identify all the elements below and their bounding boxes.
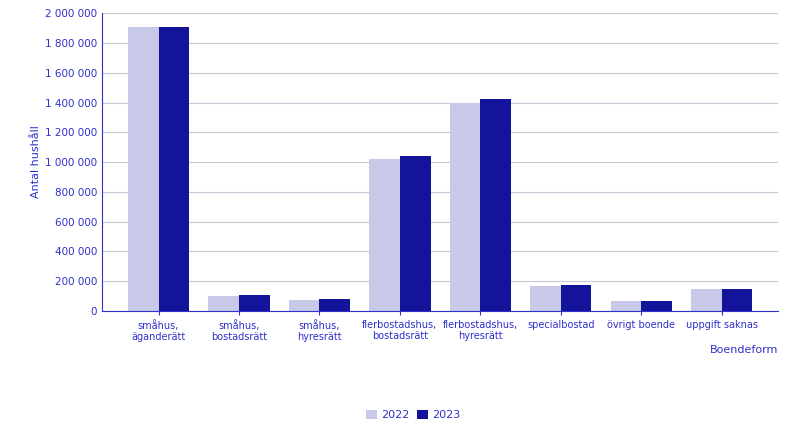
Bar — [208, 296, 239, 311]
Bar — [450, 103, 480, 311]
Y-axis label: Antal hushåll: Antal hushåll — [31, 126, 41, 198]
Bar — [561, 285, 591, 311]
Bar — [319, 299, 350, 311]
Bar — [289, 301, 319, 311]
Bar — [128, 27, 159, 311]
Bar — [611, 301, 641, 311]
Bar — [400, 156, 431, 311]
Bar — [691, 289, 722, 311]
Legend: 2022, 2023: 2022, 2023 — [362, 406, 465, 424]
X-axis label: Boendeform: Boendeform — [710, 345, 778, 355]
Bar — [159, 27, 189, 311]
Bar — [531, 286, 561, 311]
Bar — [239, 295, 270, 311]
Bar — [369, 159, 400, 311]
Bar — [480, 99, 511, 311]
Bar — [641, 301, 672, 311]
Bar — [722, 289, 752, 311]
